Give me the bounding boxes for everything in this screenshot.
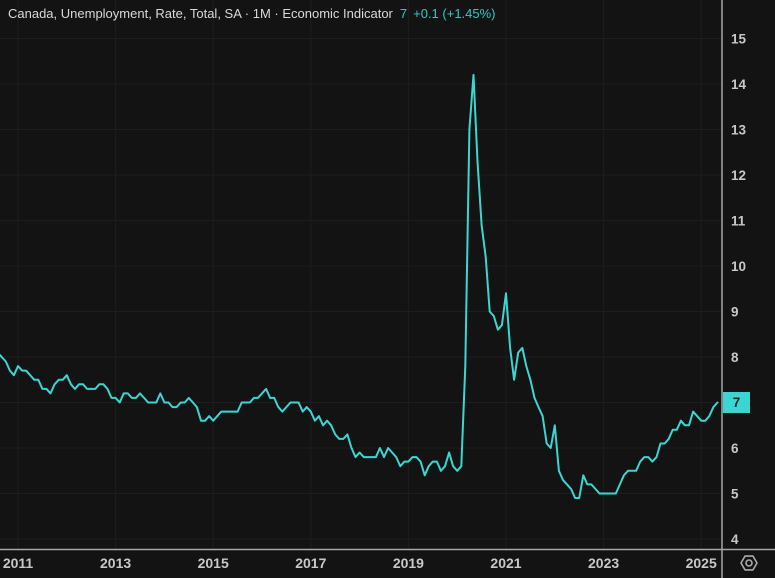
x-tick-label: 2013 — [100, 555, 131, 571]
time-axis-panel[interactable] — [0, 550, 722, 578]
y-tick-label: 13 — [731, 123, 747, 138]
x-tick-label: 2015 — [198, 555, 229, 571]
y-tick-label: 12 — [731, 168, 746, 183]
last-value: 7 — [399, 6, 408, 21]
y-tick-label: 10 — [731, 259, 746, 274]
x-tick-label: 2021 — [490, 555, 521, 571]
x-tick-label: 2023 — [588, 555, 619, 571]
price-axis-panel[interactable] — [722, 0, 775, 549]
unemployment-rate-line — [0, 73, 719, 499]
last-value-badge: 7 — [723, 392, 750, 413]
y-tick-label: 11 — [731, 214, 746, 229]
x-tick-label: 2025 — [686, 555, 717, 571]
y-tick-label: 4 — [731, 532, 739, 547]
x-tick-label: 2019 — [393, 555, 424, 571]
legend[interactable]: Canada, Unemployment, Rate, Total, SA · … — [8, 5, 496, 22]
y-tick-label: 9 — [731, 305, 739, 320]
y-tick-label: 15 — [731, 32, 747, 47]
x-tick-label: 2011 — [3, 555, 34, 571]
y-tick-label: 14 — [731, 77, 747, 92]
x-tick-label: 2017 — [295, 555, 326, 571]
series-title: Canada, Unemployment, Rate, Total, SA · … — [8, 6, 393, 21]
y-tick-label: 6 — [731, 441, 739, 456]
value-change: +0.1 (+1.45%) — [413, 6, 496, 21]
settings-gear-icon — [740, 555, 758, 571]
settings-gear-button[interactable] — [736, 551, 762, 575]
y-tick-label: 5 — [731, 487, 739, 502]
y-tick-label: 8 — [731, 350, 739, 365]
